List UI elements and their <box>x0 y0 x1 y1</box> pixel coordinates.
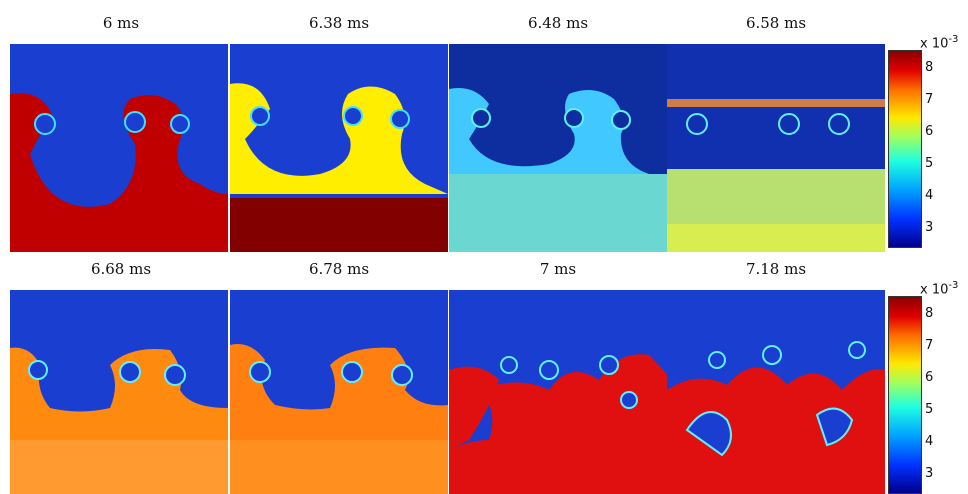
colorbar-tick-4: 4 <box>925 188 934 203</box>
colorbar-bottom: x 10-3 8 7 6 5 4 3 <box>888 280 968 494</box>
panel-title-4: 6.58 ms <box>745 14 807 32</box>
colorbar-tick-7: 7 <box>925 338 934 353</box>
simulation-panel-6-78ms <box>230 290 448 494</box>
simulation-panel-6ms <box>10 44 228 252</box>
simulation-panel-6-68ms <box>10 290 228 494</box>
colorbar-top: x 10-3 8 7 6 5 4 3 <box>888 34 968 252</box>
colorbar-tick-6: 6 <box>925 124 934 139</box>
panel-title-7: 7 ms <box>539 260 577 278</box>
colorbar-tick-8: 8 <box>925 60 934 75</box>
panel-title-8: 7.18 ms <box>745 260 807 278</box>
panel-title-3: 6.48 ms <box>527 14 589 32</box>
colorbar-tick-3: 3 <box>925 220 934 235</box>
colorbar-tick-7: 7 <box>925 92 934 107</box>
colorbar-tick-6: 6 <box>925 370 934 385</box>
colorbar-tick-8: 8 <box>925 306 934 321</box>
colorbar-tick-5: 5 <box>925 402 934 417</box>
colorbar-tick-4: 4 <box>925 434 934 449</box>
colorbar-tick-5: 5 <box>925 156 934 171</box>
simulation-panel-7ms <box>449 290 667 494</box>
colorbar-gradient-bottom <box>888 296 922 494</box>
panel-title-5: 6.68 ms <box>90 260 152 278</box>
simulation-panel-6-58ms <box>667 44 885 252</box>
simulation-panel-6-48ms <box>449 44 667 252</box>
panel-title-6: 6.78 ms <box>308 260 370 278</box>
colorbar-gradient-top <box>888 50 922 248</box>
colorbar-tick-3: 3 <box>925 466 934 481</box>
panel-title-2: 6.38 ms <box>308 14 370 32</box>
panel-title-1: 6 ms <box>102 14 140 32</box>
colorbar-exponent-bottom: x 10-3 <box>920 280 959 298</box>
colorbar-exponent-top: x 10-3 <box>920 34 959 52</box>
simulation-panel-6-38ms <box>230 44 448 252</box>
simulation-panel-7-18ms <box>667 290 885 494</box>
